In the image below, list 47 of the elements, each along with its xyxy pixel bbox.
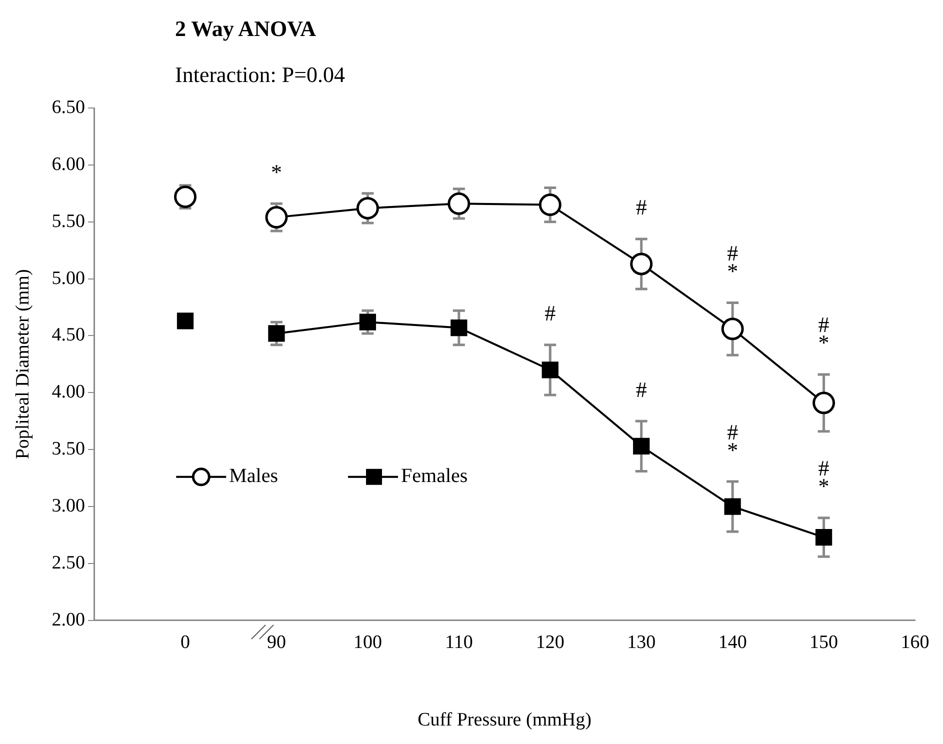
x-tick-label: 160 <box>900 632 930 653</box>
point <box>815 528 832 546</box>
point <box>359 314 376 330</box>
y-tick-label: 4.00 <box>52 382 86 403</box>
chart-title: 2 Way ANOVA <box>175 16 316 42</box>
y-tick-label: 4.50 <box>52 324 86 346</box>
point <box>724 498 741 515</box>
legend-label: Males <box>229 465 278 488</box>
y-tick-label: 3.50 <box>52 438 86 460</box>
x-tick-label: 90 <box>266 632 286 653</box>
x-tick-label: 140 <box>718 632 747 653</box>
x-tick-label: 110 <box>445 632 473 653</box>
x-tick-label: 0 <box>180 632 190 653</box>
y-tick-label: 6.00 <box>52 154 86 175</box>
annotation: # <box>636 376 647 402</box>
point <box>448 192 470 215</box>
x-tick-label: 100 <box>353 632 382 653</box>
point <box>450 319 468 336</box>
y-tick-label: 5.00 <box>52 268 86 289</box>
point <box>268 325 285 342</box>
point <box>174 186 197 208</box>
legend-label: Females <box>401 465 468 488</box>
point <box>633 438 650 455</box>
x-tick-label: 130 <box>627 632 656 653</box>
chart-subtitle: Interaction: P=0.04 <box>175 62 346 88</box>
point <box>542 362 558 378</box>
x-tick-label: 150 <box>810 632 838 653</box>
y-tick-label: 2.50 <box>52 552 86 574</box>
point <box>630 252 653 276</box>
y-tick-label: 3.00 <box>52 496 86 517</box>
annotation: # <box>727 240 738 266</box>
y-tick-label: 5.50 <box>52 210 86 232</box>
point <box>356 196 379 220</box>
annotation: * <box>270 159 282 184</box>
annotation: # <box>544 300 556 326</box>
y-axis-title: Popliteal Diameter (mm) <box>12 269 34 460</box>
point <box>265 206 288 229</box>
point <box>812 392 836 414</box>
point <box>176 312 194 330</box>
x-axis-title: Cuff Pressure (mmHg) <box>418 710 592 731</box>
point <box>538 194 562 216</box>
x-tick-label: 120 <box>536 632 564 653</box>
point <box>721 318 744 340</box>
y-tick-label: 2.00 <box>52 609 86 630</box>
y-tick-label: 6.50 <box>52 96 86 118</box>
annotation: # <box>636 194 647 220</box>
annotation: # <box>727 419 738 444</box>
